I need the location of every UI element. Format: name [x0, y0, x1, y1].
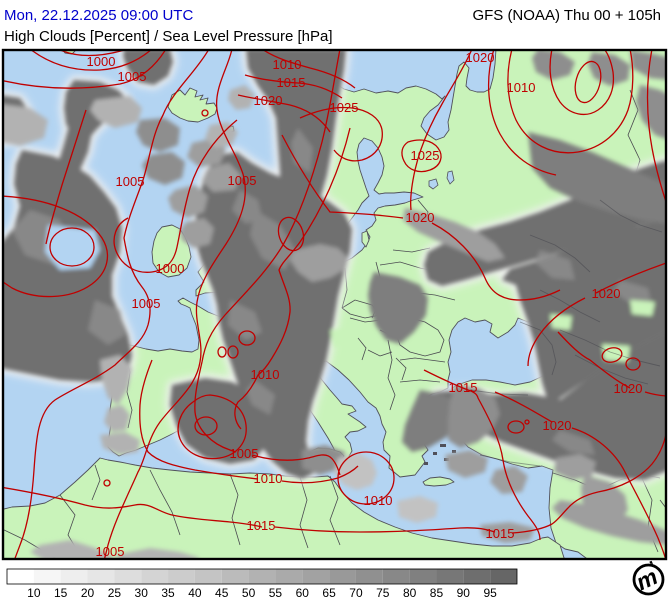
svg-text:10: 10: [27, 586, 41, 600]
svg-text:1005: 1005: [118, 69, 147, 84]
svg-text:70: 70: [349, 586, 363, 600]
svg-text:1005: 1005: [228, 173, 257, 188]
svg-text:50: 50: [242, 586, 256, 600]
svg-text:45: 45: [215, 586, 229, 600]
svg-text:1020: 1020: [614, 381, 643, 396]
svg-text:1015: 1015: [247, 518, 276, 533]
svg-text:1025: 1025: [411, 148, 440, 163]
svg-text:25: 25: [108, 586, 122, 600]
svg-text:1020: 1020: [406, 210, 435, 225]
svg-text:1005: 1005: [132, 296, 161, 311]
svg-text:15: 15: [54, 586, 68, 600]
svg-text:1005: 1005: [230, 446, 259, 461]
svg-text:90: 90: [457, 586, 471, 600]
svg-text:High Clouds [Percent] / Sea Le: High Clouds [Percent] / Sea Level Pressu…: [4, 28, 333, 45]
svg-text:1010: 1010: [507, 80, 536, 95]
svg-text:Mon, 22.12.2025 09:00 UTC: Mon, 22.12.2025 09:00 UTC: [4, 7, 193, 24]
svg-text:1010: 1010: [254, 471, 283, 486]
svg-text:65: 65: [322, 586, 336, 600]
svg-text:1020: 1020: [592, 286, 621, 301]
svg-text:1020: 1020: [254, 93, 283, 108]
svg-text:75: 75: [376, 586, 390, 600]
svg-text:1020: 1020: [543, 418, 572, 433]
svg-text:20: 20: [81, 586, 95, 600]
svg-text:1005: 1005: [116, 174, 145, 189]
svg-text:85: 85: [430, 586, 444, 600]
svg-text:1015: 1015: [277, 75, 306, 90]
svg-text:30: 30: [135, 586, 149, 600]
svg-text:80: 80: [403, 586, 417, 600]
svg-text:1025: 1025: [330, 100, 359, 115]
svg-text:1005: 1005: [96, 544, 125, 559]
svg-text:55: 55: [269, 586, 283, 600]
svg-text:1015: 1015: [449, 380, 478, 395]
svg-text:60: 60: [296, 586, 310, 600]
svg-text:1000: 1000: [156, 261, 185, 276]
svg-text:95: 95: [483, 586, 497, 600]
svg-text:1010: 1010: [364, 493, 393, 508]
svg-text:1020: 1020: [466, 50, 495, 65]
svg-text:1000: 1000: [87, 54, 116, 69]
svg-text:1010: 1010: [251, 367, 280, 382]
svg-text:40: 40: [188, 586, 202, 600]
svg-text:GFS (NOAA) Thu 00 + 105h: GFS (NOAA) Thu 00 + 105h: [472, 7, 661, 24]
svg-text:35: 35: [161, 586, 175, 600]
svg-text:1010: 1010: [273, 57, 302, 72]
svg-text:1015: 1015: [486, 526, 515, 541]
